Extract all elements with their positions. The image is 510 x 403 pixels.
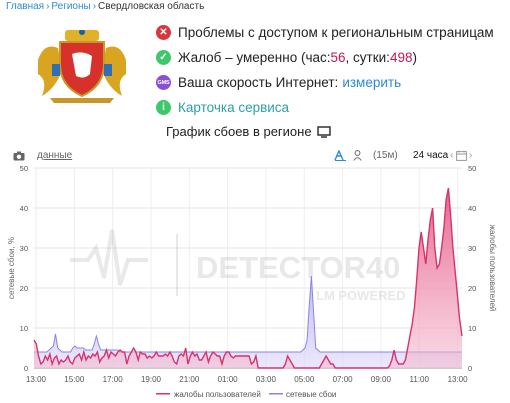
y-right-tick-label: 30 bbox=[468, 244, 476, 253]
y-axis-left-label: сетевые сбои, % bbox=[7, 237, 16, 299]
check-icon: ✓ bbox=[156, 50, 171, 65]
x-tick-label: 07:00 bbox=[333, 375, 354, 384]
camera-icon[interactable] bbox=[13, 151, 25, 161]
y-right-tick-label: 20 bbox=[468, 284, 476, 293]
complaints-status: ✓ Жалоб – умеренно (час: 56, сутки: 498) bbox=[156, 50, 417, 65]
y-left-tick-label: 0 bbox=[24, 364, 28, 373]
breadcrumb-chevron-icon: › bbox=[92, 1, 97, 12]
complaints-prefix: Жалоб – умеренно (час: bbox=[178, 50, 331, 65]
speed-test-link[interactable]: измерить bbox=[342, 75, 402, 90]
legend-swatch-complaints bbox=[156, 393, 170, 395]
error-icon: ✕ bbox=[156, 25, 171, 40]
y-left-tick-label: 50 bbox=[20, 164, 28, 173]
info-icon: i bbox=[156, 100, 171, 115]
chart-grid bbox=[34, 167, 462, 369]
x-tick-label: 15:00 bbox=[64, 375, 85, 384]
y-left-tick-label: 30 bbox=[20, 244, 28, 253]
service-card-link[interactable]: Карточка сервиса bbox=[178, 100, 290, 115]
x-tick-label: 01:00 bbox=[218, 375, 239, 384]
prev-chevron-icon[interactable]: ‹ bbox=[450, 150, 454, 161]
y-right-tick-label: 40 bbox=[468, 204, 476, 213]
complaints-hour-count: 56 bbox=[330, 50, 346, 65]
x-tick-label: 19:00 bbox=[141, 375, 162, 384]
y-left-tick-label: 40 bbox=[20, 204, 28, 213]
calendar-icon[interactable] bbox=[456, 150, 467, 161]
legend-network: сетевые сбои bbox=[286, 390, 336, 399]
breadcrumb-current: Свердловская область bbox=[98, 1, 205, 12]
x-tick-label: 05:00 bbox=[294, 375, 315, 384]
complaints-mid: , сутки: bbox=[345, 50, 390, 65]
speed-test-icon: GMS bbox=[156, 75, 171, 90]
x-tick-label: 13:00 bbox=[26, 375, 47, 384]
chart-legend: жалобы пользователей сетевые сбои bbox=[156, 390, 336, 399]
y-left-tick-label: 20 bbox=[20, 284, 28, 293]
watermark-text: DETECTOR40 bbox=[196, 250, 400, 285]
y-right-tick-label: 0 bbox=[468, 364, 472, 373]
user-icon[interactable] bbox=[353, 150, 362, 161]
y-left-tick-label: 10 bbox=[20, 324, 28, 333]
outages-chart: DETECTOR40 LM POWERED 0 10 20 30 40 50 0 10 20 3… bbox=[7, 164, 497, 399]
x-tick-label: 03:00 bbox=[256, 375, 277, 384]
complaints-area bbox=[34, 188, 462, 368]
complaints-day-count: 498 bbox=[389, 50, 413, 65]
y-right-tick-label: 50 bbox=[468, 164, 476, 173]
x-tick-label: 13:00 bbox=[448, 375, 469, 384]
access-problem-text: Проблемы с доступом к региональным стран… bbox=[178, 25, 494, 40]
breadcrumb-chevron-icon: › bbox=[46, 1, 50, 12]
region-coat-of-arms-icon bbox=[38, 30, 126, 103]
speed-test-label: Ваша скорость Интернет: bbox=[178, 75, 339, 90]
interval-15m-button[interactable]: (15м) bbox=[373, 150, 398, 161]
service-card-row: i Карточка сервиса bbox=[156, 100, 289, 115]
complaints-suffix: ) bbox=[412, 50, 417, 65]
next-chevron-icon[interactable]: › bbox=[469, 150, 473, 161]
chart-title-row: График сбоев в регионе bbox=[166, 124, 331, 139]
y-right-tick-label: 10 bbox=[468, 324, 476, 333]
complaints-line bbox=[33, 187, 463, 369]
data-link[interactable]: данные bbox=[37, 150, 73, 161]
x-tick-label: 17:00 bbox=[103, 375, 124, 384]
speed-test-row: GMS Ваша скорость Интернет: измерить bbox=[156, 75, 401, 90]
x-tick-label: 21:00 bbox=[179, 375, 200, 384]
breadcrumb-regions-link[interactable]: Регионы bbox=[51, 1, 91, 12]
monitor-icon[interactable] bbox=[316, 125, 331, 138]
legend-complaints: жалобы пользователей bbox=[174, 390, 261, 399]
breadcrumb-home-link[interactable]: Главная bbox=[6, 1, 45, 12]
watermark-subtext: LM POWERED bbox=[316, 288, 406, 303]
x-tick-label: 09:00 bbox=[371, 375, 392, 384]
breadcrumb: Главная › Регионы › Свердловская область bbox=[6, 1, 204, 13]
interval-24h-button[interactable]: 24 часа bbox=[413, 150, 449, 161]
y-axis-right-label: жалобы пользователей bbox=[488, 225, 497, 312]
chart-title: График сбоев в регионе bbox=[166, 124, 312, 139]
text-mode-icon[interactable] bbox=[334, 150, 347, 161]
access-problem-status: ✕ Проблемы с доступом к региональным стр… bbox=[156, 25, 494, 40]
x-tick-label: 11:00 bbox=[410, 375, 430, 384]
legend-swatch-network bbox=[269, 393, 283, 395]
network-outages-line bbox=[34, 275, 462, 353]
chart-watermark: DETECTOR40 LM POWERED bbox=[70, 229, 406, 303]
